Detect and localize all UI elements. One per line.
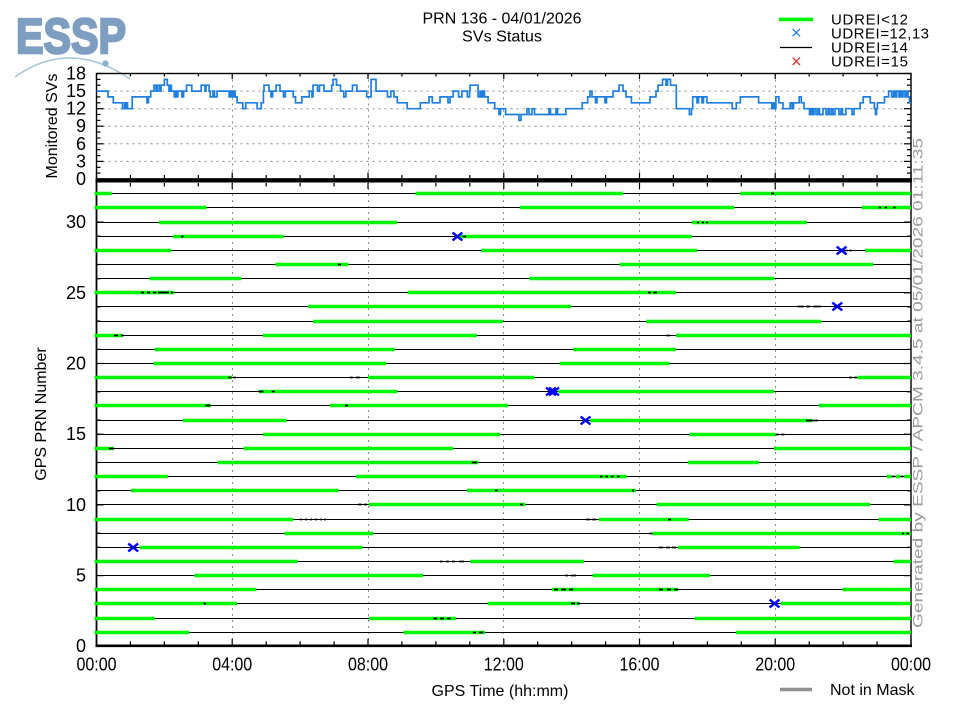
svg-text:UDREI=14: UDREI=14 [831,40,908,57]
svg-text:GPS PRN Number: GPS PRN Number [33,347,50,481]
svg-text:GPS Time (hh:mm): GPS Time (hh:mm) [432,683,569,700]
svg-text:0: 0 [76,636,86,656]
svg-text:12:00: 12:00 [484,655,524,675]
svg-text:9: 9 [76,116,86,136]
svg-text:15: 15 [66,424,86,444]
svg-text:12: 12 [66,99,86,119]
svg-text:UDREI=12,13: UDREI=12,13 [831,26,929,43]
svg-text:6: 6 [76,134,86,154]
svg-text:15: 15 [66,81,86,101]
svg-text:08:00: 08:00 [348,655,388,675]
svg-text:3: 3 [76,151,86,171]
svg-text:UDREI<12: UDREI<12 [831,12,908,29]
svg-text:0: 0 [76,169,86,189]
svg-text:ESSP: ESSP [16,10,126,64]
svg-text:25: 25 [66,283,86,303]
svg-text:30: 30 [66,212,86,232]
svg-text:00:00: 00:00 [891,655,931,675]
svg-text:10: 10 [66,495,86,515]
svg-text:Generated by ESSP / APCM 3.4.5: Generated by ESSP / APCM 3.4.5 at 05/01/… [910,138,926,628]
svg-text:20:00: 20:00 [755,655,795,675]
svg-text:16:00: 16:00 [620,655,660,675]
svg-text:Monitored SVs: Monitored SVs [44,74,61,179]
svg-text:5: 5 [76,566,86,586]
svg-text:20: 20 [66,354,86,374]
svg-text:04:00: 04:00 [212,655,252,675]
svg-text:00:00: 00:00 [77,655,117,675]
svg-text:Not in Mask: Not in Mask [830,682,915,699]
svg-text:18: 18 [66,64,86,84]
svg-text:SVs Status: SVs Status [462,29,542,46]
svg-text:UDREI=15: UDREI=15 [831,54,908,71]
svg-text:PRN 136 - 04/01/2026: PRN 136 - 04/01/2026 [423,11,582,28]
